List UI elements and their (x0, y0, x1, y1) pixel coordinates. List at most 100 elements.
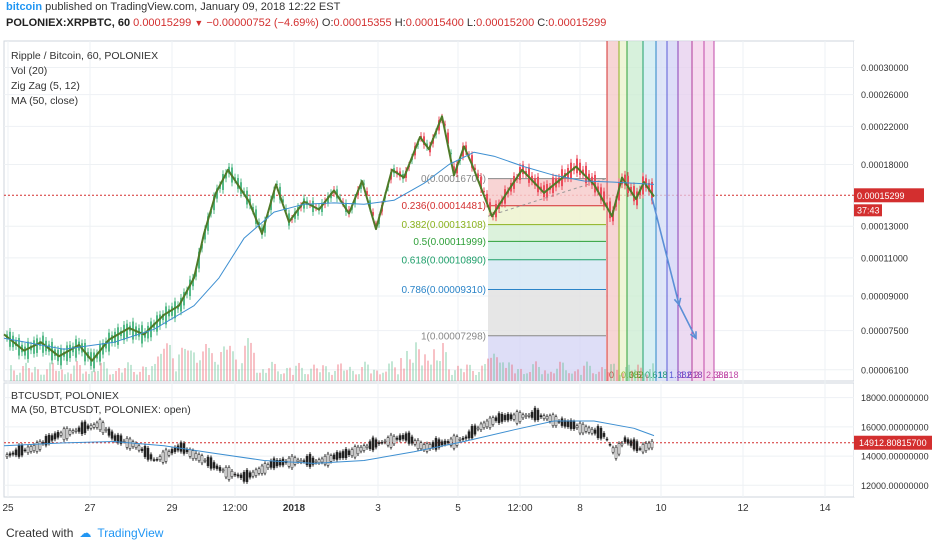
volume-bar (358, 374, 360, 381)
volume-bar (37, 369, 39, 381)
btc-candle-body (410, 436, 414, 444)
author-link[interactable]: bitcoin (6, 1, 43, 13)
volume-bar (565, 370, 567, 381)
lower-legend-entry: MA (50, BTCUSDT, POLONIEX: open) (11, 404, 191, 416)
volume-bar (289, 367, 291, 381)
volume-bar (70, 373, 72, 381)
btc-candle-body (47, 434, 51, 444)
volume-bar (118, 368, 120, 381)
btc-candle-body (17, 445, 21, 457)
candle-body (633, 186, 635, 202)
btc-candle-body (491, 417, 495, 425)
btc-candle-body (245, 469, 249, 482)
btc-candle-body (446, 441, 450, 444)
btc-candle-body (368, 441, 372, 450)
lower-last-price-label: 14912.80815700 (859, 438, 927, 448)
price-axis[interactable]: 0.00030000 0.00026000 0.00022000 0.00018000… (854, 41, 932, 497)
btc-candle-body (152, 459, 156, 461)
symbol[interactable]: POLONIEX:XRPBTC, 60 (6, 17, 131, 29)
candle-body (189, 279, 191, 297)
volume-bar (256, 372, 258, 381)
btc-candle-body (617, 443, 621, 455)
time-zone-band (643, 41, 656, 381)
btc-candle-body (107, 428, 111, 436)
candle-body (594, 174, 596, 193)
volume-bar (406, 350, 408, 381)
tradingview-brand[interactable]: TradingView (97, 526, 164, 540)
volume-bar (457, 365, 459, 381)
volume-bar (73, 365, 75, 381)
volume-bar (628, 364, 630, 381)
price-axis-bg (854, 41, 932, 497)
candle-body (156, 315, 158, 332)
btc-candle-body (137, 445, 141, 451)
candle-body (651, 182, 653, 201)
volume-bar (313, 364, 315, 381)
btc-candle-body (80, 422, 84, 435)
fib-level-label: 0.786(0.00009310) (401, 285, 486, 296)
volume-bar (295, 365, 297, 381)
candle-body (159, 314, 161, 326)
fib-level-label: 0.5(0.00011999) (413, 237, 486, 248)
btc-candle-body (89, 425, 93, 429)
volume-bar (583, 365, 585, 381)
lower-pane[interactable] (3, 382, 855, 498)
volume-bar (382, 372, 384, 381)
time-zone-band (656, 41, 667, 381)
btc-candle-body (512, 414, 516, 420)
btc-candle-body (641, 444, 645, 453)
volume-bar (253, 352, 255, 381)
price-tick-label: 0.00022000 (861, 122, 909, 132)
volume-bar (577, 369, 579, 381)
volume-bar (292, 374, 294, 381)
volume-bar (304, 374, 306, 381)
volume-bar (121, 372, 123, 381)
btc-candle-body (74, 429, 78, 432)
volume-bar (481, 365, 483, 381)
volume-bar (331, 374, 333, 381)
btc-candle-body (128, 438, 132, 449)
btc-candle-body (146, 447, 150, 460)
volume-bar (505, 367, 507, 381)
price-change: −0.00000752 (−4.69%) (206, 17, 319, 29)
btc-candle-body (614, 446, 618, 459)
volume-bar (412, 362, 414, 381)
btc-candle-body (590, 429, 594, 434)
btc-candle-body (638, 448, 642, 450)
btc-candle-body (278, 460, 282, 466)
volume-bar (595, 374, 597, 381)
candle-body (366, 191, 368, 196)
volume-bar (364, 361, 366, 381)
volume-bar (280, 374, 282, 381)
time-axis[interactable]: 25 27 29 12:00 2018 3 5 12:00 8 10 12 14 (2, 503, 831, 514)
volume-bar (310, 368, 312, 381)
volume-bar (496, 357, 498, 381)
close-value: 0.00015299 (548, 17, 607, 29)
volume-bar (373, 369, 375, 381)
volume-bar (376, 370, 378, 381)
countdown-badge (854, 204, 882, 217)
btc-candle-body (158, 456, 162, 460)
btc-candle-body (83, 421, 87, 434)
volume-bar (268, 368, 270, 381)
candle-body (114, 331, 116, 343)
volume-bar (517, 369, 519, 381)
btc-candle-body (191, 450, 195, 459)
volume-bar (94, 371, 96, 381)
volume-bar (445, 352, 447, 381)
btc-candle-body (236, 474, 240, 477)
time-zone-label: 1 (658, 370, 663, 380)
candle-body (522, 164, 524, 175)
btc-candle-body (500, 413, 504, 422)
candle-body (480, 176, 482, 190)
btc-candle-body (167, 451, 171, 456)
volume-bar (421, 365, 423, 381)
btc-candle-body (113, 435, 117, 441)
volume-bar (67, 372, 69, 381)
btc-candle-body (203, 459, 207, 462)
volume-bar (25, 362, 27, 381)
btc-candle-body (134, 443, 138, 448)
volume-bar (643, 373, 645, 381)
btc-candle-body (77, 427, 81, 432)
